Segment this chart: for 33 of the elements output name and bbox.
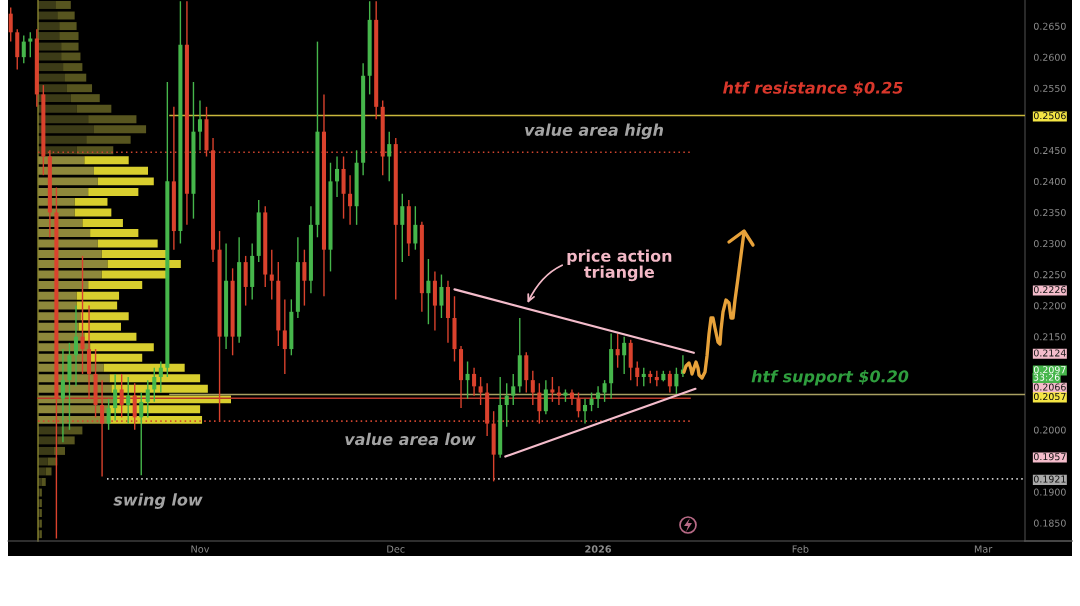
ref-line-label: value area high — [525, 123, 664, 140]
y-tick-label: 0.2300 — [1033, 240, 1066, 248]
y-tick-label: 0.1957 — [1033, 453, 1066, 461]
x-tick-label: Feb — [792, 545, 809, 553]
y-tick-label: 0.1921 — [1033, 475, 1066, 483]
y-tick-label: 0.2506 — [1033, 112, 1066, 120]
y-tick-label: 0.2200 — [1033, 302, 1066, 310]
annotation: price action triangle — [567, 249, 672, 282]
y-tick-label: 0.2550 — [1033, 84, 1066, 92]
y-tick-label: 0.2600 — [1033, 53, 1066, 61]
ref-line-label: htf resistance $0.25 — [723, 81, 903, 96]
ref-line-label: swing low — [113, 493, 203, 509]
x-tick-label: Mar — [974, 545, 993, 553]
y-tick-label: 0.2350 — [1033, 209, 1066, 217]
y-tick-label: 0.2150 — [1033, 333, 1066, 341]
y-tick-label: 0.2250 — [1033, 271, 1066, 279]
y-tick-label: 0.1900 — [1033, 488, 1066, 496]
text: 33:26 — [1033, 373, 1060, 381]
y-tick-label: 0.1850 — [1033, 519, 1066, 527]
y-tick-label: 0.2057 — [1033, 392, 1066, 401]
x-tick-label: Nov — [191, 545, 210, 553]
y-tick-label: 0.2650 — [1033, 22, 1066, 30]
ref-line-label: htf support $0.20 — [751, 370, 909, 386]
y-tick-label: 0.2400 — [1033, 177, 1066, 186]
y-tick-label: 0.2226 — [1033, 286, 1066, 294]
x-tick-label: Dec — [387, 545, 405, 553]
y-tick-label: 0.2000 — [1033, 426, 1066, 434]
y-tick-label: 0.2097 — [1033, 366, 1066, 374]
x-tick-label: 2026 — [585, 545, 612, 553]
y-tick-label: 0.2066 — [1033, 383, 1066, 391]
ref-line-label: value area low — [345, 432, 476, 446]
y-tick-label: 0.2450 — [1033, 146, 1066, 155]
y-tick-label: 0.2124 — [1033, 349, 1066, 357]
